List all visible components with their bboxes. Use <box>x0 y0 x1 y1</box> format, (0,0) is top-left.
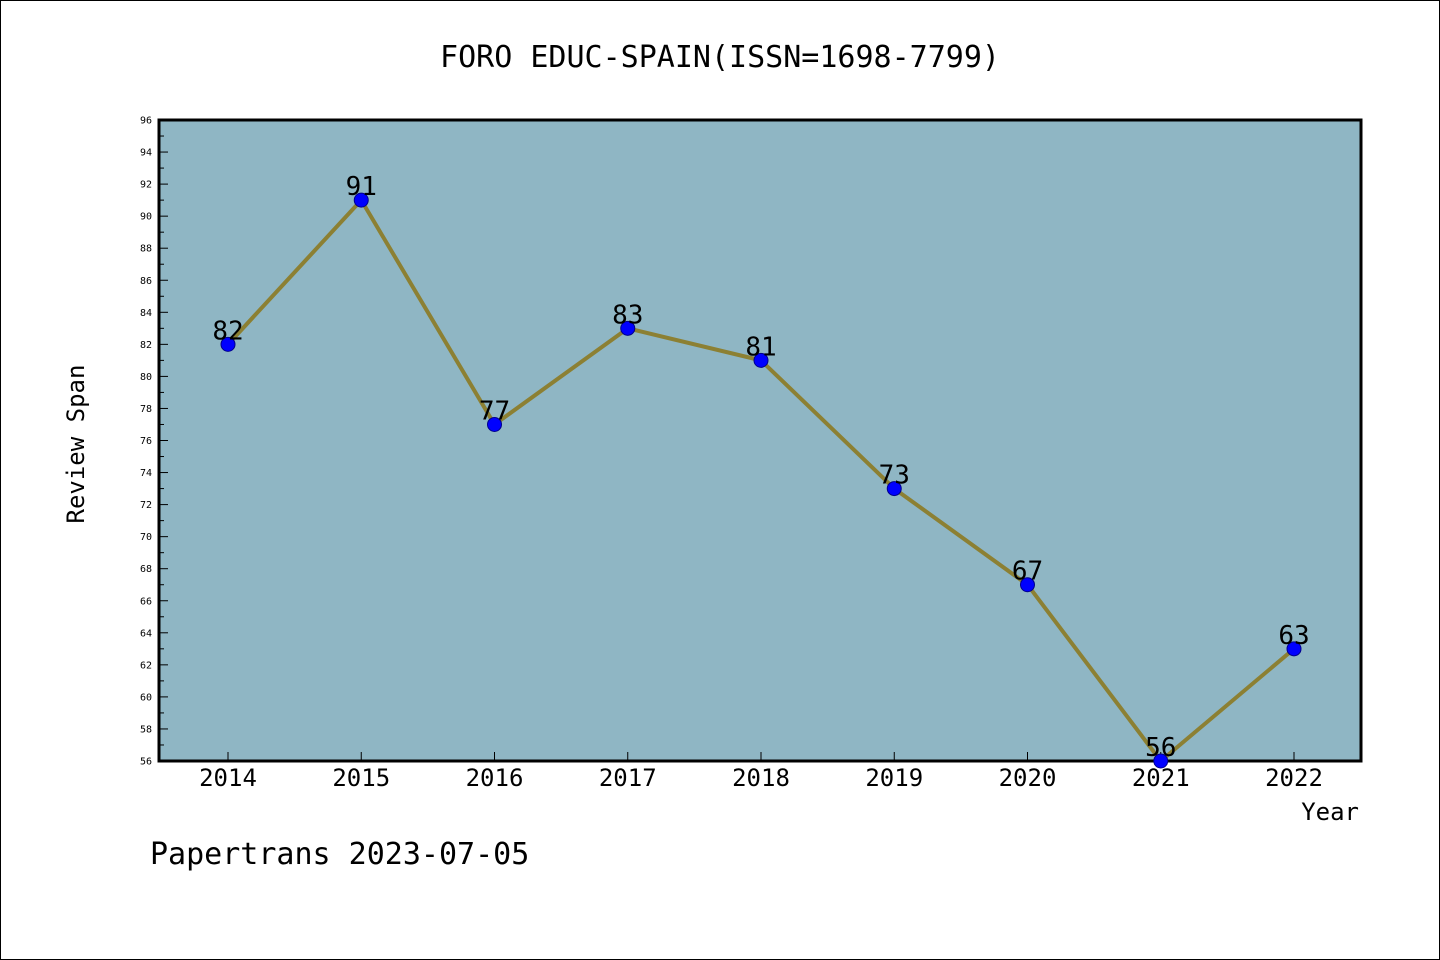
data-point <box>487 416 502 432</box>
y-tick-label: 60 <box>140 692 152 703</box>
data-label: 63 <box>1278 621 1309 651</box>
data-labels: 82 91 77 83 81 73 67 56 63 <box>212 172 1309 763</box>
y-tick-label: 92 <box>140 180 152 191</box>
y-tick-label: 86 <box>140 276 152 287</box>
plot-area <box>157 118 1363 763</box>
y-tick-label: 94 <box>140 148 152 159</box>
y-tick-label: 72 <box>140 500 152 511</box>
y-tick-label: 62 <box>140 660 152 671</box>
x-tick-label: 2020 <box>999 764 1057 792</box>
y-axis-label: Review Span <box>62 365 90 524</box>
y-tick-label: 90 <box>140 212 152 223</box>
data-point <box>353 192 369 208</box>
data-point <box>220 336 236 352</box>
x-tick-label: 2016 <box>466 764 524 792</box>
y-tick-label: 66 <box>140 596 152 607</box>
data-point <box>1286 641 1302 657</box>
x-tick-label: 2017 <box>599 764 657 792</box>
y-tick-label: 96 <box>140 116 152 127</box>
x-tick-label: 2022 <box>1265 764 1323 792</box>
y-tick-label: 82 <box>140 340 152 351</box>
data-label: 83 <box>612 300 643 330</box>
data-label: 56 <box>1145 733 1176 763</box>
data-label: 91 <box>346 172 377 202</box>
footer-credit: Papertrans 2023-07-05 <box>150 837 529 872</box>
data-label: 82 <box>212 316 243 346</box>
y-tick-label: 88 <box>140 244 152 255</box>
series-markers <box>220 192 1302 769</box>
data-label: 67 <box>1012 557 1043 587</box>
data-label: 77 <box>479 396 510 426</box>
y-tick-label: 84 <box>140 308 152 319</box>
y-tick-label: 78 <box>140 404 152 415</box>
y-tick-label: 56 <box>140 757 152 768</box>
y-tick-label: 80 <box>140 372 152 383</box>
x-tick-label: 2014 <box>199 764 257 792</box>
y-tick-label: 76 <box>140 436 152 447</box>
y-tick-label: 70 <box>140 532 152 543</box>
data-label: 73 <box>879 461 910 491</box>
x-tick-label: 2019 <box>865 764 923 792</box>
data-label: 81 <box>745 332 776 362</box>
y-tick-label: 74 <box>140 468 152 479</box>
y-tick-label: 64 <box>140 628 152 639</box>
y-tick-label: 58 <box>140 724 152 735</box>
chart-title: FORO EDUC-SPAIN(ISSN=1698-7799) <box>440 40 1000 75</box>
x-tick-label: 2018 <box>732 764 790 792</box>
data-point <box>1020 577 1035 593</box>
data-point <box>753 352 769 368</box>
x-axis-ticks: 2014 2015 2016 2017 2018 2019 2020 2021 2022 <box>199 752 1323 792</box>
x-tick-label: 2015 <box>332 764 390 792</box>
x-tick-label: 2021 <box>1132 764 1190 792</box>
data-point <box>1153 753 1169 769</box>
data-point <box>620 320 636 336</box>
y-tick-label: 68 <box>140 564 152 575</box>
y-axis-ticks: 56 58 60 62 64 66 68 70 72 74 76 78 80 82 84 86 88 90 92 94… <box>140 116 168 768</box>
x-axis-label: Year <box>1301 798 1359 826</box>
data-point <box>886 481 902 497</box>
